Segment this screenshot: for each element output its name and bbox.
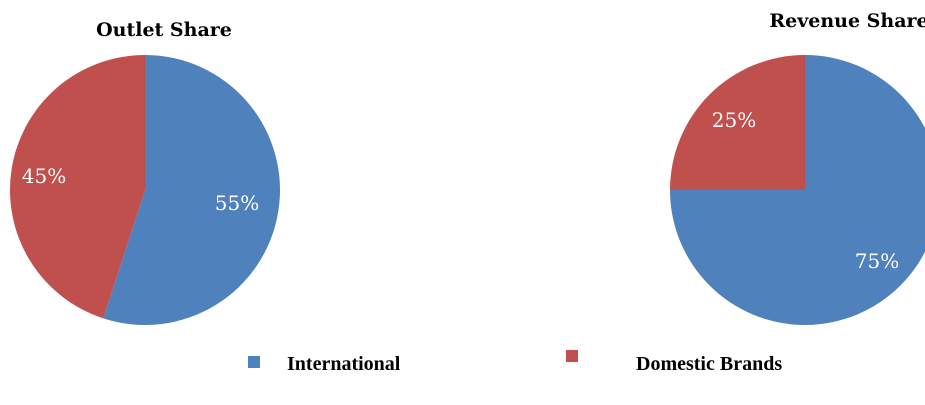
- legend-label-international: International: [287, 353, 401, 375]
- revenue-share-pie: Revenue Share 75% 25%: [670, 10, 925, 325]
- revenue-share-title: Revenue Share: [769, 10, 925, 32]
- revenue-share-label-international: 75%: [855, 249, 899, 273]
- outlet-share-pie: Outlet Share 55% 45%: [9, 19, 281, 325]
- legend-label-domestic-brands: Domestic Brands: [636, 353, 782, 375]
- legend: International Domestic Brands: [248, 350, 782, 375]
- revenue-share-label-domestic-brands: 25%: [712, 108, 756, 132]
- outlet-share-slice-international: [103, 55, 281, 325]
- legend-swatch-international: [248, 356, 260, 368]
- revenue-share-slice-domestic-brands: [670, 55, 805, 190]
- outlet-share-slice-domestic-brands: [9, 55, 146, 319]
- outlet-share-label-domestic-brands: 45%: [22, 164, 66, 188]
- legend-swatch-domestic-brands: [566, 350, 578, 362]
- outlet-share-label-international: 55%: [215, 191, 259, 215]
- outlet-share-title: Outlet Share: [96, 19, 232, 41]
